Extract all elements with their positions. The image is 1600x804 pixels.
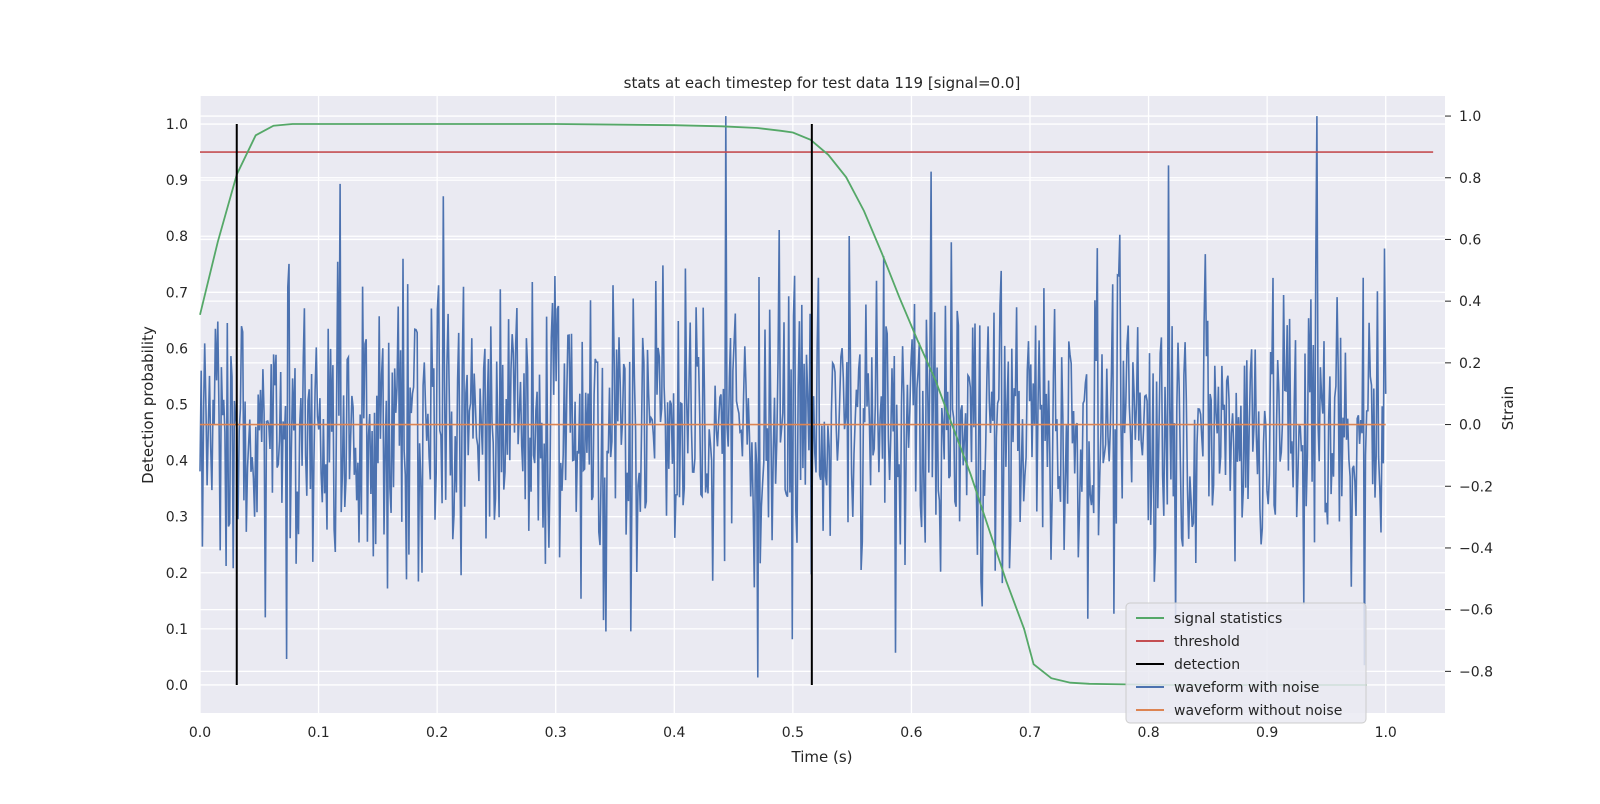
- legend-label: signal statistics: [1174, 611, 1282, 627]
- waveform-with-noise-layer: [199, 116, 1387, 678]
- legend-label: waveform without noise: [1174, 703, 1342, 719]
- y2-tick-label: 0.4: [1459, 294, 1481, 310]
- y2-axis-label: Strain: [1499, 386, 1517, 430]
- x-tick-label: 0.1: [307, 725, 329, 741]
- x-tick-label: 0.2: [426, 725, 448, 741]
- lines-layer: [199, 123, 1434, 686]
- y-tick-label: 0.7: [166, 285, 188, 301]
- x-tick-label: 0.7: [1019, 725, 1041, 741]
- y-tick-label: 0.5: [166, 398, 188, 414]
- y2-tick-label: −0.4: [1459, 541, 1493, 557]
- y2-tick-label: −0.8: [1459, 664, 1493, 680]
- y2-tick-label: 0.2: [1459, 356, 1481, 372]
- legend-label: waveform with noise: [1174, 680, 1319, 696]
- y-tick-label: 0.4: [166, 454, 188, 470]
- x-tick-label: 0.4: [663, 725, 685, 741]
- y2-tick-label: −0.2: [1459, 479, 1493, 495]
- y2-tick-label: −0.6: [1459, 603, 1493, 619]
- legend-label: detection: [1174, 657, 1240, 673]
- y-tick-label: 0.3: [166, 510, 188, 526]
- y2-tick-label: 0.0: [1459, 418, 1481, 434]
- legend-label: threshold: [1174, 634, 1240, 650]
- x-tick-label: 1.0: [1375, 725, 1397, 741]
- x-tick-label: 0.8: [1137, 725, 1159, 741]
- y-tick-label: 0.2: [166, 566, 188, 582]
- x-tick-label: 0.5: [782, 725, 804, 741]
- y-tick-label: 0.6: [166, 341, 188, 357]
- y-tick-label: 0.8: [166, 229, 188, 245]
- y2-tick-label: 0.6: [1459, 232, 1481, 248]
- signal-statistics-line: [199, 123, 1367, 686]
- chart-title: stats at each timestep for test data 119…: [624, 74, 1021, 92]
- y-axis-label: Detection probability: [139, 326, 157, 484]
- y-tick-label: 1.0: [166, 117, 188, 133]
- waveform-with-noise-line: [199, 116, 1387, 678]
- y-tick-label: 0.1: [166, 622, 188, 638]
- x-tick-label: 0.6: [900, 725, 922, 741]
- y-tick-label: 0.9: [166, 173, 188, 189]
- y2-tick-label: 1.0: [1459, 109, 1481, 125]
- y-tick-label: 0.0: [166, 678, 188, 694]
- axes-layer: 0.0 0.1 0.2 0.3 0.4 0.5 0.6 0.7 0.8 0.9 1.0 0.0 0.1 0…: [166, 109, 1493, 741]
- x-tick-label: 0.9: [1256, 725, 1278, 741]
- x-tick-label: 0.3: [545, 725, 567, 741]
- y2-tick-label: 0.8: [1459, 171, 1481, 187]
- legend-box: [1125, 602, 1367, 724]
- x-tick-label: 0.0: [189, 725, 211, 741]
- x-axis-label: Time (s): [791, 748, 853, 766]
- legend: signal statistics threshold detection wavef…: [1125, 602, 1367, 724]
